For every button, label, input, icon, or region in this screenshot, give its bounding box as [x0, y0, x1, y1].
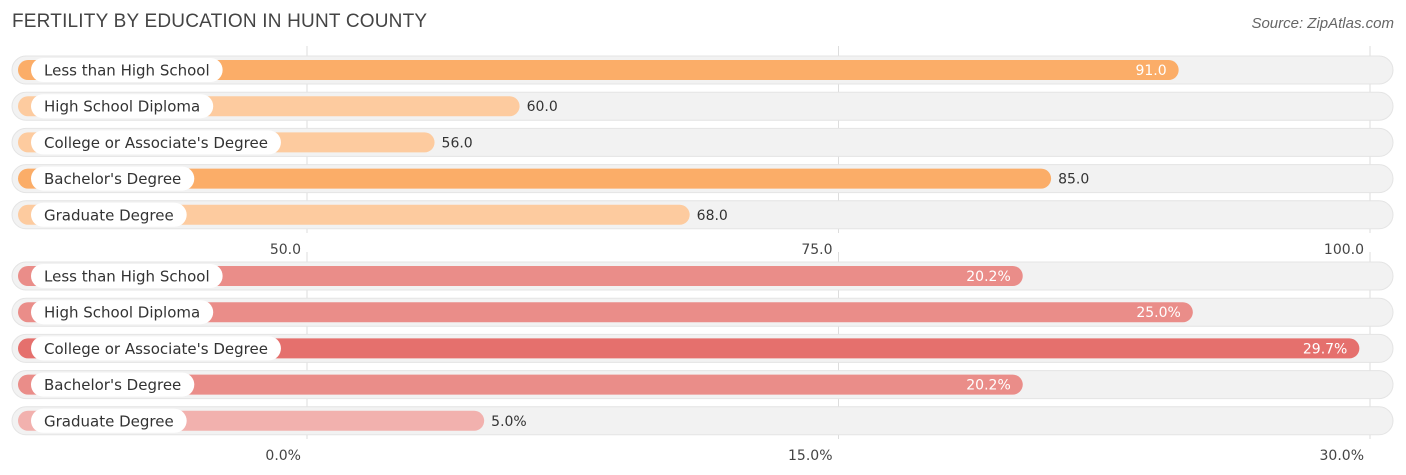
- bar-row[interactable]: High School Diploma 25.0%: [11, 297, 1394, 327]
- bar-value-label: 20.2%: [966, 269, 1010, 285]
- bar-category-label: Graduate Degree: [44, 412, 174, 430]
- bar[interactable]: [18, 168, 1052, 189]
- bar-label-pill: [31, 372, 195, 397]
- bar-value-label: 20.2%: [966, 378, 1010, 394]
- chart-panel-2: Less than High School 20.2% High School Di…: [11, 252, 1394, 464]
- bar-label-pill: [31, 130, 281, 155]
- bar-category-label: High School Diploma: [44, 98, 200, 116]
- x-tick-label: 100.0: [1324, 242, 1364, 258]
- bar-category-label: College or Associate's Degree: [44, 134, 268, 152]
- bar-value-label: 25.0%: [1136, 305, 1180, 321]
- bar-value-label: 91.0: [1135, 63, 1166, 79]
- bar-label-pill: [31, 202, 187, 227]
- bar-label-pill: [31, 58, 223, 82]
- bar-value-label: 56.0: [442, 135, 473, 151]
- bar-value-label: 5.0%: [491, 414, 527, 430]
- bar[interactable]: [18, 338, 1360, 359]
- bar-category-label: Less than High School: [44, 268, 210, 286]
- x-tick-label: 0.0%: [265, 448, 301, 464]
- bar[interactable]: [18, 266, 1023, 286]
- bar-row[interactable]: Less than High School 91.0: [11, 55, 1394, 85]
- bar-value-label: 85.0: [1058, 172, 1089, 188]
- bar-row[interactable]: Less than High School 20.2%: [11, 261, 1394, 291]
- bar-value-label: 68.0: [697, 208, 728, 224]
- chart-title: FERTILITY BY EDUCATION IN HUNT COUNTY: [12, 11, 428, 32]
- bar-row[interactable]: College or Associate's Degree 29.7%: [11, 333, 1394, 363]
- bar-row[interactable]: Bachelor's Degree 85.0: [11, 164, 1394, 194]
- x-tick-label: 75.0: [801, 242, 832, 258]
- x-tick-label: 50.0: [270, 242, 301, 258]
- bar-row[interactable]: College or Associate's Degree 56.0: [11, 127, 1394, 157]
- bar-category-label: Bachelor's Degree: [44, 376, 181, 394]
- bar-category-label: Graduate Degree: [44, 206, 174, 224]
- bar-row[interactable]: Bachelor's Degree 20.2%: [11, 370, 1394, 400]
- bar-label-pill: [31, 336, 281, 361]
- bar[interactable]: [18, 60, 1179, 80]
- x-tick-label: 15.0%: [788, 448, 832, 464]
- bar-row[interactable]: Graduate Degree 5.0%: [11, 406, 1394, 436]
- bar[interactable]: [18, 302, 1193, 323]
- bar-label-pill: [31, 408, 187, 433]
- bar-label-pill: [31, 166, 195, 191]
- bar-category-label: High School Diploma: [44, 304, 200, 322]
- x-tick-label: 30.0%: [1320, 448, 1364, 464]
- bar-category-label: College or Associate's Degree: [44, 340, 268, 358]
- source-label: Source: ZipAtlas.com: [1251, 15, 1394, 32]
- bar-value-label: 60.0: [527, 99, 558, 115]
- bar-category-label: Less than High School: [44, 62, 210, 80]
- bar-category-label: Bachelor's Degree: [44, 170, 181, 188]
- chart-panel-1: Less than High School 91.0 High School Dip…: [11, 46, 1394, 258]
- bar[interactable]: [18, 374, 1023, 395]
- bar-value-label: 29.7%: [1303, 341, 1347, 357]
- bar-label-pill: [31, 94, 214, 119]
- bar-label-pill: [31, 300, 214, 325]
- bar-row[interactable]: Graduate Degree 68.0: [11, 200, 1394, 230]
- bar[interactable]: [18, 204, 690, 225]
- bar-row[interactable]: High School Diploma 60.0: [11, 91, 1394, 121]
- bar-label-pill: [31, 264, 223, 288]
